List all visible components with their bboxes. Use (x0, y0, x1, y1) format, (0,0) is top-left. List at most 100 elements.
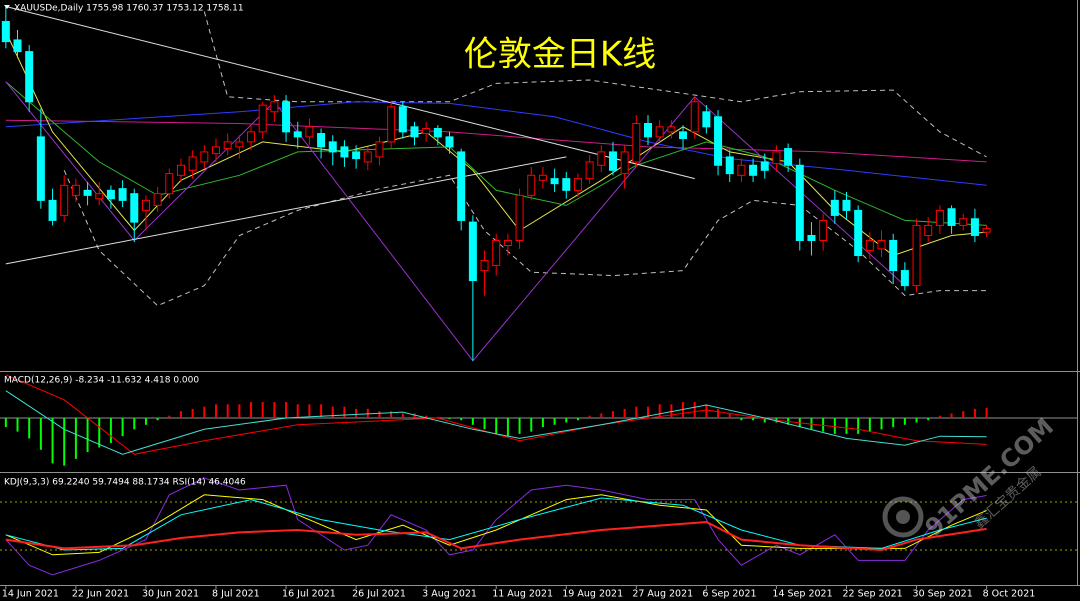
x-tick-label: 6 Sep 2021 (702, 589, 756, 600)
candle-body (141, 199, 150, 211)
candle-body (95, 193, 104, 200)
macd-bar (518, 417, 521, 434)
macd-bar (822, 417, 825, 432)
chart-title: 伦敦金日K线 (464, 35, 656, 75)
macd-bar (401, 413, 404, 418)
candle-body (667, 126, 676, 133)
candle-body (270, 101, 279, 113)
candle-body (223, 141, 232, 150)
candle-body (737, 164, 746, 176)
macd-bar (752, 417, 755, 421)
macd-bar (460, 417, 463, 421)
candle-body (328, 141, 337, 153)
candle-body (422, 128, 431, 135)
candle-body (597, 151, 606, 166)
macd-bar (296, 404, 299, 418)
candle-body (585, 161, 594, 180)
candle-body (644, 122, 652, 138)
macd-bar (495, 417, 498, 434)
indicator-line (5, 81, 906, 362)
macd-bar (880, 417, 883, 430)
macd-bar (576, 417, 579, 421)
macd-bar (203, 406, 206, 418)
candle-body (363, 151, 372, 163)
candle-body (562, 178, 571, 191)
macd-bar (541, 417, 544, 428)
macd-bar (635, 406, 638, 418)
macd-bar (985, 407, 988, 418)
candle-body (83, 189, 92, 196)
macd-bar (705, 404, 708, 418)
candle-body (503, 239, 512, 246)
macd-bar (413, 413, 416, 418)
macd-bar (63, 417, 66, 466)
macd-bar (238, 404, 241, 418)
macd-bar (623, 408, 626, 418)
macd-bar (973, 408, 976, 418)
macd-bar (51, 417, 54, 464)
indicator-line (5, 390, 987, 455)
x-tick-label: 14 Sep 2021 (772, 589, 832, 600)
candle-body (305, 126, 314, 138)
indicator-line (5, 477, 987, 576)
candle-body (165, 173, 174, 195)
x-tick-label: 22 Sep 2021 (842, 589, 902, 600)
macd-bar (506, 417, 509, 437)
macd-bar (250, 402, 253, 418)
candle-body (959, 218, 968, 226)
x-tick-label: 27 Aug 2021 (632, 589, 693, 600)
candle-body (947, 208, 956, 226)
candle-body (247, 131, 256, 143)
macd-bar (226, 404, 229, 418)
candle-body (690, 101, 699, 133)
candle-body (632, 122, 641, 163)
macd-bar (530, 417, 533, 432)
macd-bar (868, 417, 871, 432)
indicator-line (5, 6, 695, 180)
macd-bar (343, 406, 346, 418)
macd-bar (320, 404, 323, 418)
candle-body (71, 184, 80, 196)
candle-body (784, 148, 793, 166)
x-tick-label: 11 Aug 2021 (492, 589, 553, 600)
macd-bar (168, 415, 171, 418)
candle-body (900, 270, 909, 287)
macd-bar (892, 417, 895, 428)
macd-bar (308, 404, 311, 418)
macd-bar (600, 413, 603, 418)
macd-bar (950, 413, 953, 418)
macd-bar (647, 406, 649, 418)
candle-body (176, 164, 185, 176)
candle-body (387, 106, 396, 143)
macd-bar (121, 417, 124, 437)
candle-body (25, 51, 34, 103)
indicator-line (5, 119, 987, 163)
candle-body (854, 209, 863, 257)
candle-body (655, 126, 664, 138)
macd-bar (857, 417, 860, 434)
candle-body (36, 136, 45, 201)
candle-body (749, 164, 758, 176)
macd-bar (658, 404, 661, 418)
candle-body (468, 221, 477, 282)
indicator-line (5, 374, 987, 455)
macd-bar (390, 411, 393, 418)
candle-body (807, 234, 816, 241)
macd-bar (133, 417, 136, 430)
candle-body (375, 141, 384, 158)
macd-bar (903, 417, 906, 425)
candle-body (480, 260, 489, 272)
macd-bar (682, 402, 685, 418)
macd-bar (565, 417, 568, 423)
candle-body (282, 101, 291, 133)
candle-body (492, 239, 501, 267)
macd-bar (483, 417, 486, 430)
candle-body (235, 141, 244, 148)
macd-bar (285, 402, 288, 418)
macd-bar (915, 417, 918, 423)
candle-body (13, 39, 22, 53)
macd-bar (273, 402, 276, 418)
candle-body (538, 174, 547, 181)
candle-body (60, 184, 69, 216)
